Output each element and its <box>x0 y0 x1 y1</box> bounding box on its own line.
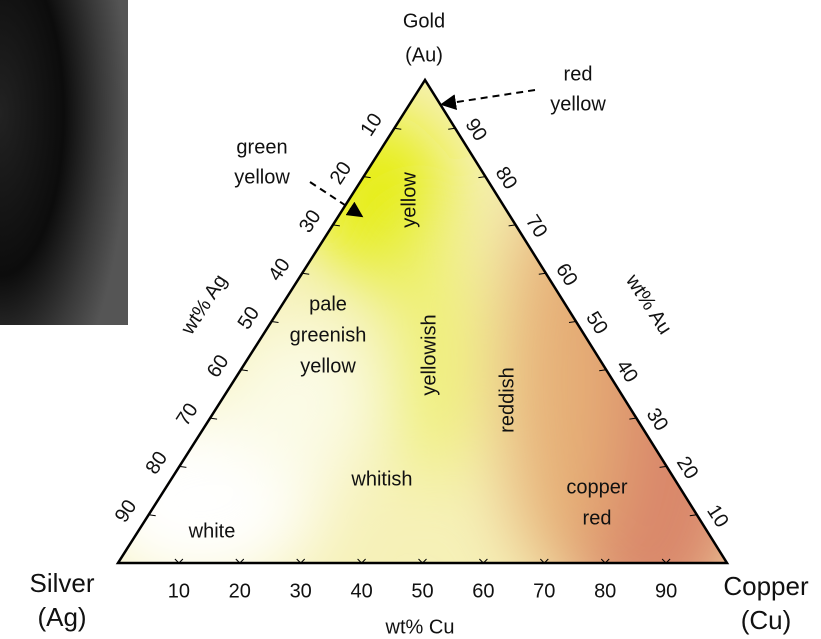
vertex-name: Gold <box>403 10 445 32</box>
ag-tick-label: 40 <box>264 254 295 285</box>
region-label: whitish <box>350 468 412 490</box>
vertex-symbol: (Cu) <box>741 605 792 635</box>
tick-mark <box>235 558 245 564</box>
vertex-symbol: (Ag) <box>37 602 86 632</box>
au-tick-label: 60 <box>551 259 582 290</box>
cu-tick-label: 90 <box>655 580 677 602</box>
tick-mark <box>210 417 218 420</box>
ag-tick-label: 80 <box>142 448 173 479</box>
tick-mark <box>296 558 306 564</box>
ag-tick-label: 20 <box>326 158 357 189</box>
tick-mark <box>148 514 156 517</box>
au-tick-label: 40 <box>612 356 643 387</box>
cu-tick-label: 30 <box>290 580 312 602</box>
tick-mark <box>179 465 187 468</box>
cu-tick-label: 60 <box>472 580 494 602</box>
photo <box>0 0 128 325</box>
annotation: green <box>236 136 287 158</box>
tick-mark <box>302 272 310 275</box>
region-label: red <box>583 507 612 529</box>
tick-mark <box>689 514 697 517</box>
au-tick-label: 30 <box>642 404 673 435</box>
vertex-name: Silver <box>29 568 94 598</box>
tick-mark <box>538 272 546 275</box>
region-label: greenish <box>290 324 367 346</box>
tick-mark <box>418 558 427 564</box>
region-label: yellow <box>398 172 420 228</box>
tick-mark <box>659 465 667 468</box>
annotation: yellow <box>550 93 606 115</box>
tick-mark <box>240 369 248 372</box>
tick-mark <box>629 417 637 420</box>
axis-title: wt% Au <box>621 270 676 339</box>
tick-mark <box>332 224 340 227</box>
tick-mark <box>271 321 279 323</box>
annotation: yellow <box>234 166 290 188</box>
region-label: white <box>188 520 236 542</box>
tick-mark <box>539 558 549 564</box>
region-label: copper <box>566 476 627 498</box>
vertex-symbol: (Au) <box>405 44 443 66</box>
tick-mark <box>479 558 488 564</box>
tick-mark <box>661 558 671 564</box>
tick-mark <box>174 558 184 564</box>
tick-mark <box>508 224 516 227</box>
cu-tick-label: 20 <box>229 580 251 602</box>
arrow <box>440 89 536 111</box>
region-label: pale <box>309 293 347 315</box>
ag-tick-label: 50 <box>234 303 265 334</box>
cu-tick-label: 50 <box>411 580 433 602</box>
tick-mark <box>448 127 456 130</box>
cu-tick-label: 40 <box>350 580 372 602</box>
region-label: yellow <box>300 355 356 377</box>
annotation: red <box>564 63 593 85</box>
tick-mark <box>357 558 366 564</box>
tick-mark <box>600 558 610 564</box>
tick-mark <box>363 176 371 179</box>
ag-tick-label: 90 <box>111 496 142 527</box>
au-tick-label: 50 <box>581 308 612 339</box>
ag-tick-label: 30 <box>295 206 326 237</box>
au-tick-label: 10 <box>702 501 733 532</box>
tick-mark <box>599 369 607 372</box>
ag-tick-label: 10 <box>356 110 387 141</box>
tick-mark <box>394 127 402 130</box>
cu-tick-label: 80 <box>594 580 616 602</box>
au-tick-label: 20 <box>672 453 703 484</box>
region-label: yellowish <box>418 314 440 395</box>
cu-tick-label: 70 <box>533 580 555 602</box>
cu-tick-label: 10 <box>168 580 190 602</box>
tick-mark <box>568 321 577 323</box>
ag-tick-label: 70 <box>172 399 203 430</box>
axis-title: wt% Cu <box>385 616 455 638</box>
au-tick-label: 80 <box>491 163 522 194</box>
ag-tick-label: 60 <box>203 351 234 382</box>
arrow <box>309 181 364 218</box>
region-label: reddish <box>496 367 518 433</box>
tick-mark <box>478 176 486 179</box>
vertex-name: Copper <box>723 571 809 601</box>
axis-title: wt% Ag <box>176 271 231 340</box>
au-tick-label: 90 <box>461 115 492 146</box>
au-tick-label: 70 <box>521 211 552 242</box>
